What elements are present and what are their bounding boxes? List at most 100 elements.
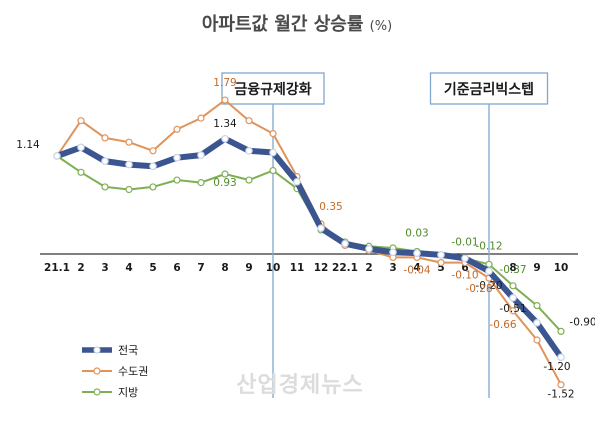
data-point: [197, 114, 205, 122]
event-label: 기준금리빅스텝: [444, 81, 534, 98]
x-tick-label: 3: [389, 262, 396, 274]
series-lines: [53, 96, 565, 389]
x-tick-label: 8: [221, 262, 228, 274]
x-tick-label: 3: [101, 262, 108, 274]
data-point: [77, 143, 85, 152]
chart-title-text: 아파트값 월간 상승률: [202, 14, 370, 35]
data-point: [245, 117, 253, 125]
x-tick-label: 21.1: [44, 262, 70, 274]
data-point: [509, 282, 517, 290]
x-tick-label: 9: [245, 262, 252, 274]
data-point: [125, 138, 133, 146]
event-label: 금융규제강화: [234, 81, 311, 98]
data-point: [269, 130, 277, 138]
x-tick-label: 6: [173, 262, 180, 274]
data-point: [173, 125, 181, 133]
data-point: [269, 148, 277, 157]
data-point: [389, 248, 397, 257]
data-point: [125, 160, 133, 169]
data-label: -1.20: [543, 361, 570, 373]
data-point: [365, 245, 373, 253]
data-point: [269, 166, 277, 175]
x-tick-label: 22.1: [332, 262, 358, 274]
data-point: [437, 251, 445, 259]
chart-title-group: 아파트값 월간 상승률 (%): [202, 14, 392, 35]
x-tick-label: 5: [149, 262, 156, 274]
data-point: [53, 152, 61, 160]
legend-label: 수도권: [118, 365, 148, 378]
data-point: [413, 249, 421, 257]
data-label: -0.01: [451, 236, 478, 248]
data-point: [173, 153, 181, 162]
data-point: [245, 176, 253, 184]
data-label: -0.90: [569, 316, 595, 328]
data-point: [221, 96, 229, 104]
data-point: [317, 224, 325, 233]
x-tick-label: 2: [77, 262, 84, 274]
data-point: [197, 151, 205, 159]
legend-label: 지방: [118, 386, 138, 399]
x-tick-label: 9: [533, 262, 540, 274]
x-tick-label: 4: [125, 262, 132, 274]
data-point: [149, 162, 157, 171]
watermark-text: 산업경제뉴스: [236, 373, 363, 398]
data-point: [533, 302, 541, 310]
x-tick-label: 2: [365, 262, 372, 274]
legend-label: 전국: [118, 344, 138, 357]
x-tick-label: 5: [437, 262, 444, 274]
x-tick-label: 12: [314, 262, 329, 274]
data-labels: 1.14 1.79 1.34 0.93 0.35 0.03 -0.01-0.12 -0.04 -…: [16, 77, 595, 401]
data-point: [509, 307, 517, 315]
data-point: [557, 353, 565, 362]
data-point: [485, 267, 493, 276]
data-label: -0.51: [499, 303, 526, 315]
data-point: [149, 183, 157, 191]
data-point: [101, 157, 109, 165]
legend-marker: [93, 388, 101, 396]
data-label: 0.93: [213, 177, 236, 189]
data-point: [557, 381, 565, 389]
event-box: [429, 72, 549, 105]
data-point: [509, 294, 517, 302]
data-point: [341, 239, 349, 248]
series-line-0: [55, 135, 564, 359]
data-point: [173, 176, 181, 184]
legend-marker: [93, 367, 101, 375]
data-label: -0.10: [451, 270, 478, 282]
data-point: [533, 318, 541, 327]
data-label: 1.79: [213, 77, 236, 89]
data-label: -0.37: [499, 264, 526, 276]
data-label: 0.03: [405, 227, 428, 239]
data-point: [149, 147, 157, 155]
data-point: [221, 134, 229, 143]
data-point: [245, 147, 253, 155]
data-point: [197, 179, 205, 187]
event-box: [221, 72, 325, 105]
x-tick-label: 7: [197, 262, 204, 274]
data-label: 0.35: [319, 201, 342, 213]
data-point: [461, 254, 469, 263]
data-point: [293, 177, 301, 186]
data-label: -0.12: [475, 240, 502, 252]
data-point: [101, 183, 109, 191]
data-point: [125, 185, 133, 194]
data-point: [221, 170, 229, 178]
x-tick-label: 10: [554, 262, 569, 274]
data-label: -1.52: [547, 389, 574, 401]
x-tick-label: 8: [509, 262, 516, 274]
data-point: [77, 168, 85, 176]
data-point: [77, 117, 85, 125]
x-tick-label: 6: [461, 262, 468, 274]
data-point: [437, 259, 445, 267]
data-point: [485, 260, 493, 268]
data-label: 1.14: [16, 139, 40, 151]
x-tick-label: 4: [413, 262, 420, 274]
watermark: 산업경제뉴스: [236, 373, 363, 398]
x-tick-label: 11: [290, 262, 305, 274]
chart-title-unit: (%): [370, 19, 393, 34]
chart-title: 아파트값 월간 상승률 (%): [202, 14, 392, 35]
legend-marker: [93, 346, 101, 354]
data-label: -0.28: [465, 283, 492, 295]
